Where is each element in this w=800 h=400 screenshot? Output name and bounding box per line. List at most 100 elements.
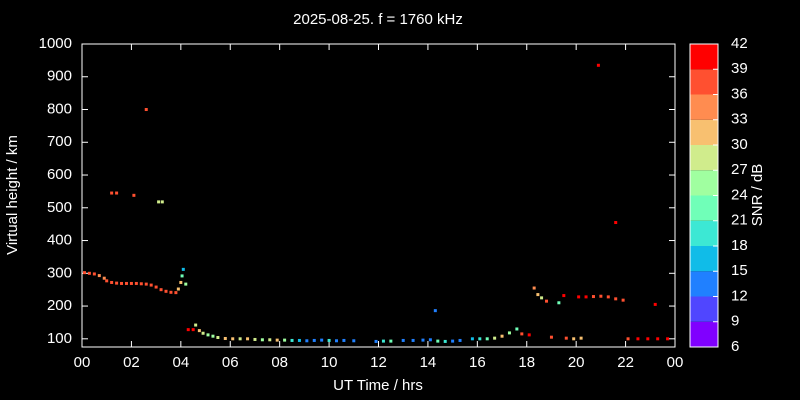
data-point: [646, 337, 650, 341]
data-point: [194, 323, 198, 327]
data-point: [139, 282, 143, 286]
data-point: [381, 339, 385, 343]
y-tick-label: 500: [47, 199, 72, 216]
colorbar-band: [690, 44, 718, 70]
colorbar-tick-label: 27: [731, 161, 748, 178]
colorbar-tick-label: 30: [731, 136, 748, 153]
colorbar-band: [690, 145, 718, 171]
x-tick-label: 00: [74, 354, 91, 371]
y-tick-label: 900: [47, 68, 72, 85]
data-point: [527, 333, 531, 337]
data-point: [401, 338, 405, 342]
data-point: [115, 191, 119, 195]
data-point: [626, 337, 630, 341]
data-point: [253, 337, 257, 341]
data-point: [436, 339, 440, 343]
data-point: [320, 338, 324, 342]
y-tick-label: 200: [47, 297, 72, 314]
colorbar-tick-label: 33: [731, 111, 748, 128]
data-point: [433, 309, 437, 313]
data-point: [297, 338, 301, 342]
data-point: [197, 329, 201, 333]
data-point: [549, 335, 553, 339]
data-point: [102, 276, 106, 280]
data-point: [211, 334, 215, 338]
data-point: [557, 301, 561, 305]
colorbar-band: [690, 246, 718, 272]
data-point: [110, 280, 114, 284]
colorbar-band: [690, 296, 718, 322]
data-point: [421, 338, 425, 342]
data-point: [231, 337, 235, 341]
data-point: [275, 338, 279, 342]
y-axis-label: Virtual height / km: [4, 135, 21, 255]
data-point: [186, 328, 190, 332]
data-point: [666, 337, 670, 341]
data-point: [507, 331, 511, 335]
data-point: [572, 337, 576, 341]
y-tick-label: 1000: [39, 35, 72, 52]
chart-title: 2025-08-25. f = 1760 kHz: [293, 11, 463, 28]
data-point: [181, 267, 185, 271]
colorbar-tick-label: 24: [731, 186, 748, 203]
data-point: [191, 328, 195, 332]
data-point: [562, 294, 566, 298]
colorbar-tick-label: 39: [731, 60, 748, 77]
data-point: [160, 200, 164, 204]
colorbar-tick-label: 6: [731, 338, 739, 355]
data-point: [428, 338, 432, 342]
data-point: [443, 339, 447, 343]
data-point: [599, 294, 603, 298]
colorbar-tick-label: 36: [731, 85, 748, 102]
x-tick-label: 08: [271, 354, 288, 371]
x-tick-label: 18: [518, 354, 535, 371]
x-tick-label: 16: [469, 354, 486, 371]
x-tick-label: 06: [222, 354, 239, 371]
colorbar-band: [690, 195, 718, 221]
colorbar-band: [690, 170, 718, 196]
data-point: [144, 108, 148, 112]
x-axis-label: UT Time / hrs: [333, 377, 423, 394]
data-point: [206, 333, 210, 337]
data-point: [92, 272, 96, 276]
data-point: [458, 338, 462, 342]
data-point: [636, 337, 640, 341]
data-point: [216, 336, 220, 340]
data-point: [290, 338, 294, 342]
data-point: [653, 302, 657, 306]
colorbar-label: SNR / dB: [749, 164, 766, 227]
x-tick-label: 02: [123, 354, 140, 371]
x-tick-label: 04: [172, 354, 189, 371]
data-point: [614, 297, 618, 301]
data-point: [174, 291, 178, 295]
colorbar-tick-label: 42: [731, 35, 748, 52]
colorbar-tick-label: 15: [731, 262, 748, 279]
data-point: [132, 193, 136, 197]
data-point: [201, 331, 205, 335]
data-point: [389, 339, 393, 343]
data-point: [283, 338, 287, 342]
y-tick-label: 700: [47, 133, 72, 150]
colorbar-band: [690, 119, 718, 145]
data-point: [532, 286, 536, 290]
data-point: [176, 287, 180, 291]
data-point: [614, 221, 618, 225]
data-point: [493, 336, 497, 340]
x-tick-label: 14: [420, 354, 437, 371]
data-point: [485, 337, 489, 341]
data-point: [312, 338, 316, 342]
data-point: [515, 327, 519, 331]
data-point: [110, 191, 114, 195]
colorbar-band: [690, 321, 718, 347]
data-point: [134, 281, 138, 285]
x-tick-label: 22: [617, 354, 634, 371]
data-point: [105, 279, 109, 283]
data-point: [157, 200, 161, 204]
data-point: [606, 295, 610, 299]
x-tick-label: 10: [321, 354, 338, 371]
data-point: [87, 271, 91, 275]
data-point: [591, 295, 595, 299]
x-tick-label: 00: [667, 354, 684, 371]
data-point: [124, 281, 128, 285]
